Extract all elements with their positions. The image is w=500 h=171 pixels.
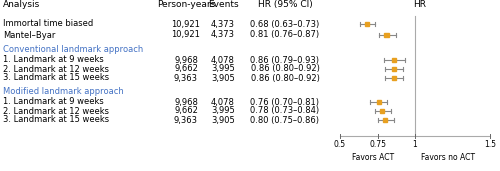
Text: 9,968: 9,968 bbox=[174, 97, 198, 107]
Text: 1. Landmark at 9 weeks: 1. Landmark at 9 weeks bbox=[3, 97, 104, 107]
Text: Mantel–Byar: Mantel–Byar bbox=[3, 30, 56, 40]
Text: Person-years: Person-years bbox=[157, 0, 215, 9]
Text: 1: 1 bbox=[412, 140, 418, 149]
Text: 0.80 (0.75–0.86): 0.80 (0.75–0.86) bbox=[250, 115, 320, 124]
Text: 4,373: 4,373 bbox=[211, 30, 235, 40]
Text: Favors no ACT: Favors no ACT bbox=[421, 153, 475, 162]
Text: 9,662: 9,662 bbox=[174, 64, 198, 74]
Text: 10,921: 10,921 bbox=[172, 30, 200, 40]
Text: 4,373: 4,373 bbox=[211, 19, 235, 29]
Text: 3. Landmark at 15 weeks: 3. Landmark at 15 weeks bbox=[3, 115, 109, 124]
Text: 4,078: 4,078 bbox=[211, 97, 235, 107]
Text: 3,995: 3,995 bbox=[211, 107, 235, 115]
Text: 0.86 (0.80–0.92): 0.86 (0.80–0.92) bbox=[250, 74, 320, 82]
Text: 2. Landmark at 12 weeks: 2. Landmark at 12 weeks bbox=[3, 64, 109, 74]
FancyBboxPatch shape bbox=[392, 58, 396, 62]
Text: Events: Events bbox=[208, 0, 238, 9]
Text: 9,363: 9,363 bbox=[174, 115, 198, 124]
Text: HR: HR bbox=[414, 0, 426, 9]
Text: Analysis: Analysis bbox=[3, 0, 40, 9]
Text: 4,078: 4,078 bbox=[211, 56, 235, 64]
Text: 1. Landmark at 9 weeks: 1. Landmark at 9 weeks bbox=[3, 56, 104, 64]
Text: 3,905: 3,905 bbox=[211, 74, 235, 82]
Text: 9,363: 9,363 bbox=[174, 74, 198, 82]
Text: 3,905: 3,905 bbox=[211, 115, 235, 124]
FancyBboxPatch shape bbox=[384, 33, 389, 37]
Text: HR (95% CI): HR (95% CI) bbox=[258, 0, 312, 9]
FancyBboxPatch shape bbox=[365, 22, 369, 26]
Text: Favors ACT: Favors ACT bbox=[352, 153, 394, 162]
FancyBboxPatch shape bbox=[377, 100, 381, 104]
Text: 3,995: 3,995 bbox=[211, 64, 235, 74]
Text: 0.5: 0.5 bbox=[334, 140, 346, 149]
FancyBboxPatch shape bbox=[380, 109, 384, 113]
Text: 0.86 (0.79–0.93): 0.86 (0.79–0.93) bbox=[250, 56, 320, 64]
FancyBboxPatch shape bbox=[383, 118, 387, 122]
Text: 0.78 (0.73–0.84): 0.78 (0.73–0.84) bbox=[250, 107, 320, 115]
FancyBboxPatch shape bbox=[392, 76, 396, 80]
Text: Immortal time biased: Immortal time biased bbox=[3, 19, 93, 29]
Text: Modified landmark approach: Modified landmark approach bbox=[3, 87, 124, 95]
Text: 0.81 (0.76–0.87): 0.81 (0.76–0.87) bbox=[250, 30, 320, 40]
Text: 3. Landmark at 15 weeks: 3. Landmark at 15 weeks bbox=[3, 74, 109, 82]
Text: 10,921: 10,921 bbox=[172, 19, 200, 29]
Text: 0.75: 0.75 bbox=[369, 140, 386, 149]
Text: 0.76 (0.70–0.81): 0.76 (0.70–0.81) bbox=[250, 97, 320, 107]
FancyBboxPatch shape bbox=[392, 67, 396, 71]
Text: 0.68 (0.63–0.73): 0.68 (0.63–0.73) bbox=[250, 19, 320, 29]
Text: 1.5: 1.5 bbox=[484, 140, 496, 149]
Text: 0.86 (0.80–0.92): 0.86 (0.80–0.92) bbox=[250, 64, 320, 74]
Text: 9,662: 9,662 bbox=[174, 107, 198, 115]
Text: 9,968: 9,968 bbox=[174, 56, 198, 64]
Text: 2. Landmark at 12 weeks: 2. Landmark at 12 weeks bbox=[3, 107, 109, 115]
Text: Conventional landmark approach: Conventional landmark approach bbox=[3, 44, 144, 54]
